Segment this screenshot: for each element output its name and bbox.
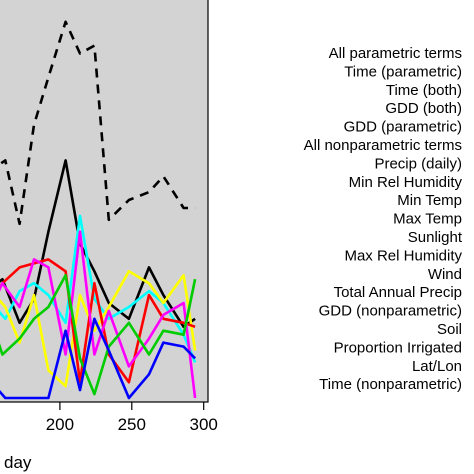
legend-entry: Lat/Lon — [412, 358, 462, 375]
series-layer — [0, 20, 197, 400]
legend-entry: Max Rel Humidity — [344, 247, 462, 264]
series-line-precip-daily — [0, 258, 196, 384]
legend-entry: Soil — [437, 321, 462, 338]
legend-entry: Min Rel Humidity — [349, 174, 463, 191]
legend-entry: Max Temp — [393, 211, 462, 228]
legend-entry: Time (parametric) — [344, 63, 462, 80]
x-tick-label: 250 — [118, 415, 146, 434]
x-axis-title: day — [4, 453, 32, 472]
legend-entry: Wind — [428, 266, 462, 283]
legend-entry: All nonparametric terms — [304, 137, 462, 154]
legend-entry: Precip (daily) — [374, 155, 462, 172]
x-axis: 200 250 300 — [46, 402, 218, 434]
legend-entry: Total Annual Precip — [334, 284, 462, 301]
x-tick-label: 300 — [189, 415, 217, 434]
legend-entry: Time (nonparametric) — [319, 376, 462, 393]
legend-entry: All parametric terms — [329, 45, 462, 62]
x-tick-label: 200 — [46, 415, 74, 434]
plot-frame — [0, 0, 209, 403]
legend-entry: GDD (nonparametric) — [319, 303, 462, 320]
series-line-min-rel-humidity — [0, 317, 197, 400]
legend-entry: GDD (both) — [385, 100, 462, 117]
legend-entry: Proportion Irrigated — [334, 339, 462, 356]
legend-entry: Min Temp — [397, 192, 462, 209]
series-line-max-rel-humidity — [0, 273, 197, 396]
legend-entry: Sunlight — [408, 229, 463, 246]
legend-entry: Time (both) — [386, 82, 462, 99]
series-line-all-parametric-terms — [0, 20, 196, 226]
legend-entry: GDD (parametric) — [344, 119, 462, 136]
series-line-gdd-both — [0, 230, 197, 399]
